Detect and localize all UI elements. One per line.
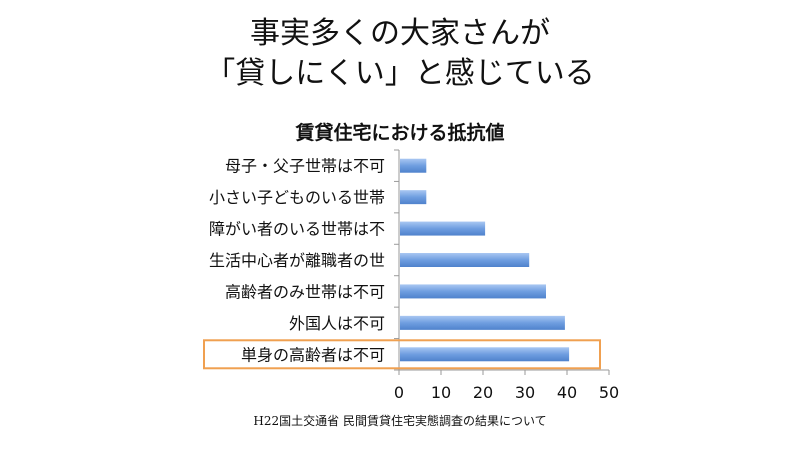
bar xyxy=(400,347,570,362)
category-label: 生活中心者が離職者の世 xyxy=(209,251,385,270)
x-tick-label: 0 xyxy=(394,383,404,402)
x-tick-label: 40 xyxy=(557,383,577,402)
x-tick-label: 10 xyxy=(431,383,451,402)
bar xyxy=(400,315,565,330)
bar xyxy=(400,190,427,205)
source-citation: H22国土交通省 民間賃貸住宅実態調査の結果について xyxy=(253,414,547,428)
bar xyxy=(400,221,486,236)
x-tick-label: 20 xyxy=(473,383,493,402)
highlight-box xyxy=(203,339,601,370)
bar xyxy=(400,253,530,267)
category-label: 高齢者のみ世帯は不可 xyxy=(225,282,385,301)
x-tick-label: 30 xyxy=(515,383,535,402)
headline-line-1: 事実多くの大家さんが xyxy=(250,16,550,51)
x-tick-label: 50 xyxy=(599,383,619,402)
category-label: 障がい者のいる世帯は不 xyxy=(209,220,385,239)
bar xyxy=(400,284,546,299)
category-label: 単身の高齢者は不可 xyxy=(241,345,385,364)
headline-line-2: 「貸しにくい」と感じている xyxy=(205,56,595,91)
chart-title: 賃貸住宅における抵抗値 xyxy=(295,122,505,144)
category-label: 小さい子どものいる世帯 xyxy=(209,188,385,207)
bar xyxy=(400,158,427,173)
category-label: 母子・父子世帯は不可 xyxy=(225,157,385,176)
category-label: 外国人は不可 xyxy=(289,314,385,333)
